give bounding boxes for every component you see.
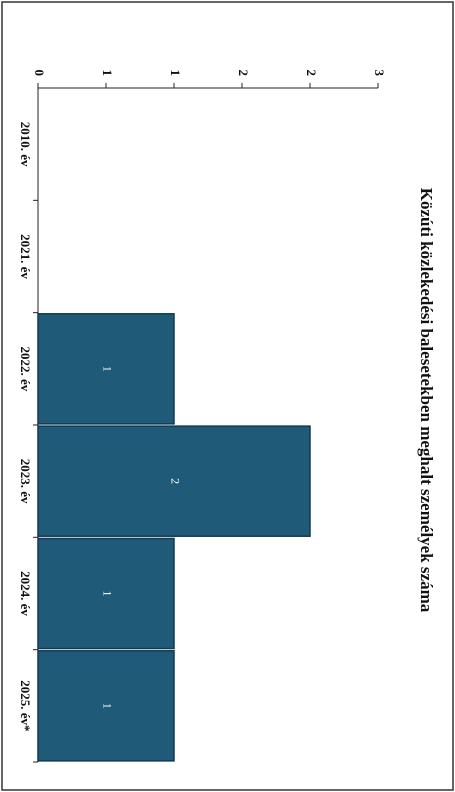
bar xyxy=(37,425,311,537)
y-tick-label: 3 xyxy=(372,70,387,77)
y-tick-label: 2 xyxy=(304,70,319,77)
x-tick-label: 2024. év xyxy=(18,571,33,616)
bar xyxy=(37,537,175,650)
value-label: 2 xyxy=(168,478,182,484)
value-label: 1 xyxy=(100,703,114,709)
y-tick-label: 0 xyxy=(32,70,47,77)
x-tick-label: 2010. év xyxy=(18,122,33,167)
y-tick-label: 1 xyxy=(168,70,183,77)
bar xyxy=(37,650,175,762)
x-tick-label: 2021. év xyxy=(18,234,33,279)
x-tick-label: 2022. év xyxy=(18,346,33,391)
bar xyxy=(37,313,175,425)
x-tick-label: 2023. év xyxy=(18,459,33,504)
y-tick-label: 1 xyxy=(100,70,115,77)
rotated-chart: Közúti közlekedési balesetekben meghalt … xyxy=(18,70,436,763)
value-label: 1 xyxy=(100,366,114,372)
y-tick-label: 2 xyxy=(236,70,251,77)
chart-title: Közúti közlekedési balesetekben meghalt … xyxy=(417,188,436,613)
value-label: 1 xyxy=(100,591,114,597)
x-tick-label: 2025. év* xyxy=(18,680,33,731)
